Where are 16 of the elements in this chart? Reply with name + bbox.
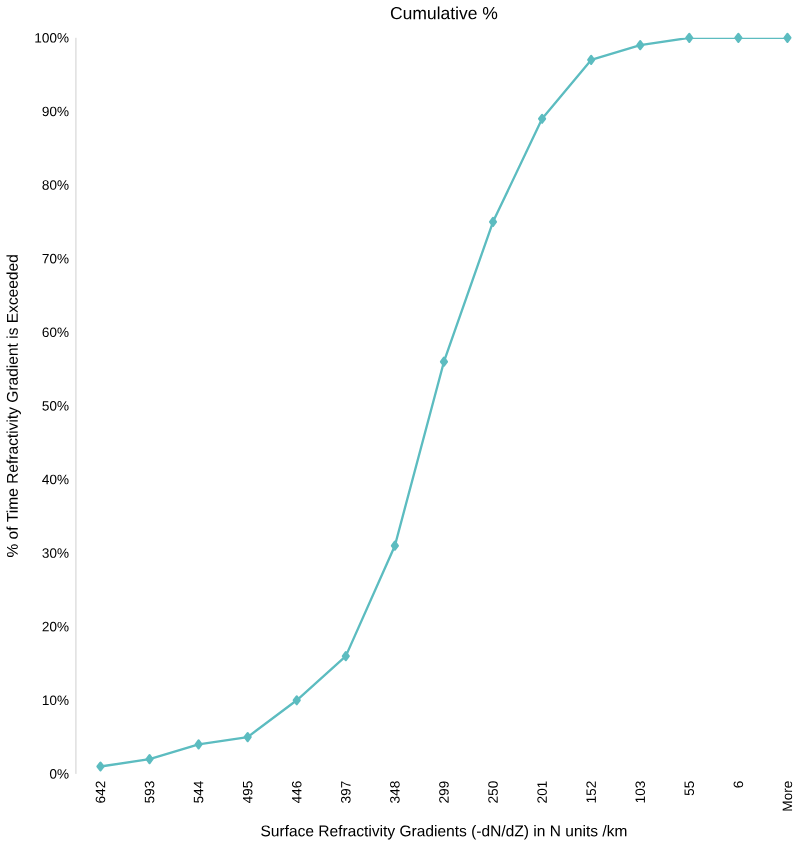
point (341, 651, 350, 662)
point (538, 113, 547, 124)
point (292, 695, 301, 706)
chart-title: Cumulative % (390, 6, 498, 20)
point (783, 32, 792, 43)
point (243, 732, 252, 743)
point (636, 40, 645, 51)
point (685, 32, 694, 43)
point (96, 761, 105, 772)
point (734, 32, 743, 43)
point (587, 54, 596, 65)
point (439, 356, 449, 367)
point (488, 216, 498, 227)
point (390, 540, 399, 551)
point (194, 739, 203, 750)
point (145, 754, 154, 765)
